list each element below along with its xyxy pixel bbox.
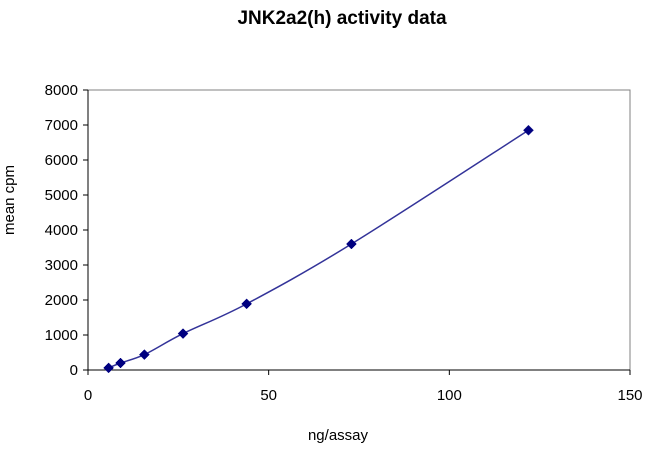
series-line [108, 129, 529, 369]
plot-area [87, 89, 631, 371]
x-axis: 0 50 100 150 [84, 369, 643, 404]
x-axis-label: ng/assay [308, 427, 369, 444]
data-point [346, 238, 357, 250]
y-tick-label: 1000 [45, 327, 78, 344]
y-axis-label: mean cpm [1, 165, 18, 235]
data-point [177, 328, 189, 339]
x-tick-label: 100 [437, 387, 462, 404]
chart-title: JNK2a2(h) activity data [237, 8, 447, 29]
y-tick-label: 7000 [45, 117, 78, 134]
y-axis: 0 1000 2000 3000 4000 5000 6000 7000 8000 [45, 82, 89, 379]
data-point [523, 124, 534, 136]
y-tick-label: 0 [70, 362, 78, 379]
x-tick-label: 50 [260, 387, 277, 404]
series-layer [103, 124, 534, 374]
data-point [103, 362, 114, 374]
y-tick-label: 2000 [45, 292, 78, 309]
y-tick-label: 4000 [45, 222, 78, 239]
data-point [115, 357, 126, 369]
data-point [139, 349, 150, 360]
y-tick-label: 5000 [45, 187, 78, 204]
x-tick-label: 0 [84, 387, 92, 404]
y-tick-label: 6000 [45, 152, 78, 169]
y-tick-label: 3000 [45, 257, 78, 274]
x-tick-label: 150 [617, 387, 642, 404]
y-tick-label: 8000 [45, 82, 78, 99]
data-point [241, 298, 252, 310]
